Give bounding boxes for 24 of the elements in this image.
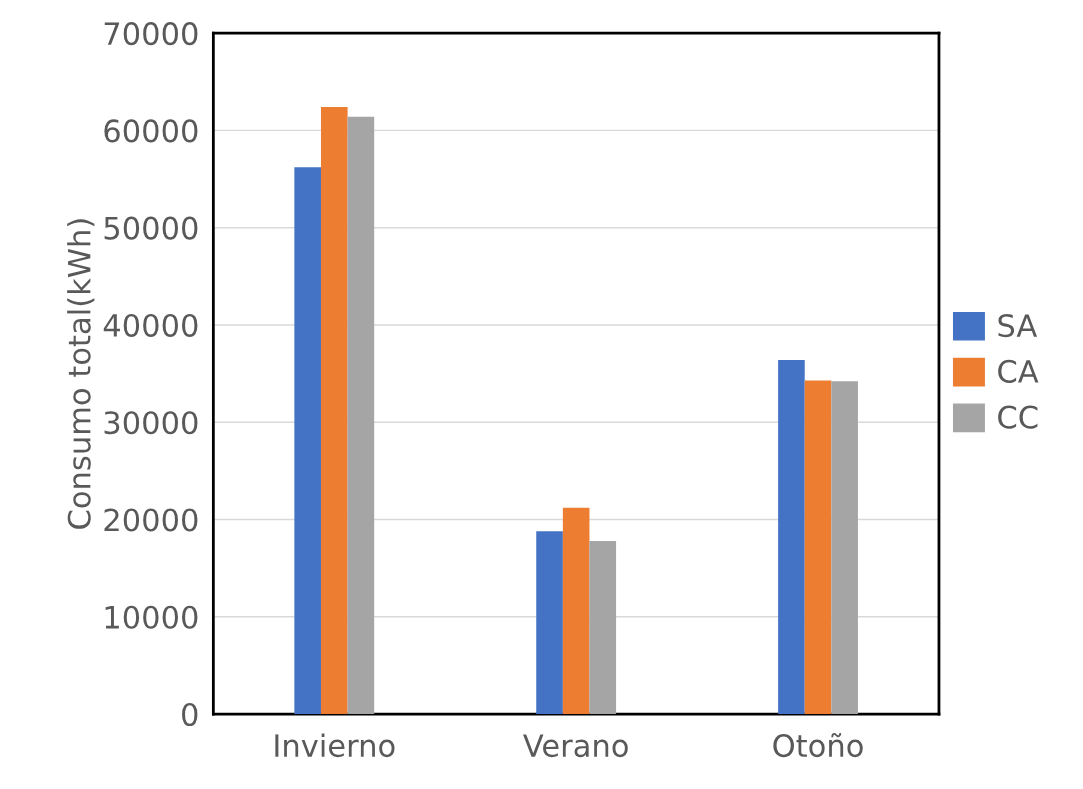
legend-label: CC [998, 405, 1038, 429]
y-tick-label: 50000 [104, 216, 198, 240]
y-tick-label: 0 [182, 702, 198, 727]
y-tick-label: 40000 [103, 313, 198, 337]
y-tick-label: 60000 [104, 119, 198, 143]
x-tick-label: Invierno [275, 733, 395, 758]
bar [778, 359, 805, 715]
legend-label: CA [998, 359, 1039, 383]
legend-label: SA [998, 314, 1038, 338]
bar [831, 381, 858, 715]
y-tick-label: 20000 [104, 508, 198, 532]
bar [347, 116, 375, 715]
y-tick-label: 10000 [105, 605, 198, 629]
y-tick-label: 30000 [104, 411, 198, 435]
bar [320, 107, 348, 715]
y-tick-label: 70000 [104, 22, 198, 46]
y-axis-title: Consumo total(kWh) [67, 219, 95, 529]
x-tick-label: Verano [523, 734, 628, 758]
x-tick-label: Otoño [773, 732, 863, 758]
bar [536, 531, 563, 715]
bar [804, 380, 832, 715]
bar [562, 507, 590, 715]
bar [294, 167, 321, 715]
bar [589, 540, 617, 715]
